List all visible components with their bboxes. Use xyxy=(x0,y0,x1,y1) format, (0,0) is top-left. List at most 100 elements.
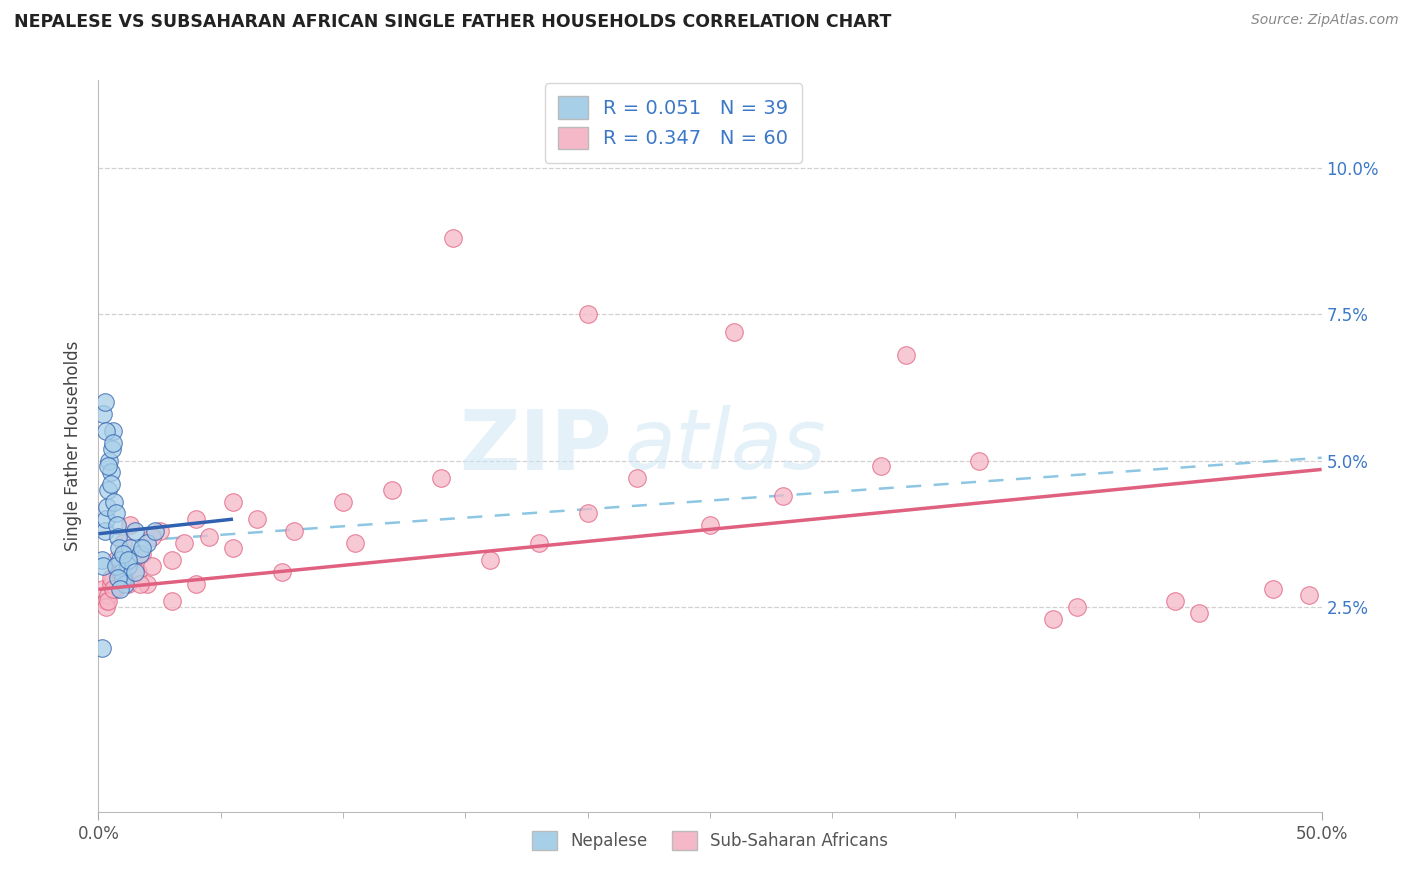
Point xyxy=(101,442,124,456)
Point xyxy=(478,553,501,567)
Point xyxy=(270,565,294,579)
Point xyxy=(1042,612,1064,626)
Point xyxy=(110,553,132,567)
Point xyxy=(94,594,117,608)
Point xyxy=(1261,582,1284,597)
Point xyxy=(222,494,245,508)
Point xyxy=(1164,594,1187,608)
Point xyxy=(197,530,219,544)
Point xyxy=(100,571,122,585)
Point xyxy=(332,494,354,508)
Text: NEPALESE VS SUBSAHARAN AFRICAN SINGLE FATHER HOUSEHOLDS CORRELATION CHART: NEPALESE VS SUBSAHARAN AFRICAN SINGLE FA… xyxy=(14,13,891,31)
Point xyxy=(97,588,120,602)
Point xyxy=(104,582,127,597)
Point xyxy=(117,576,139,591)
Point xyxy=(136,576,159,591)
Point xyxy=(110,565,132,579)
Point xyxy=(441,231,464,245)
Point xyxy=(430,471,453,485)
Point xyxy=(91,640,114,655)
Point xyxy=(186,576,208,591)
Point xyxy=(222,541,245,556)
Point xyxy=(110,582,132,597)
Point xyxy=(111,565,134,579)
Point xyxy=(101,425,124,439)
Point xyxy=(105,518,128,533)
Point xyxy=(626,471,648,485)
Point xyxy=(104,558,127,573)
Point xyxy=(186,512,208,526)
Point xyxy=(870,459,893,474)
Point xyxy=(120,541,142,556)
Point xyxy=(527,535,550,549)
Point xyxy=(1066,599,1088,614)
Point xyxy=(381,483,404,497)
Point xyxy=(93,395,115,409)
Point xyxy=(772,489,794,503)
Point xyxy=(108,541,131,556)
Point xyxy=(104,553,127,567)
Point xyxy=(129,547,152,561)
Point xyxy=(344,535,367,549)
Point xyxy=(96,500,118,515)
Point xyxy=(1188,606,1211,620)
Point xyxy=(91,407,114,421)
Point xyxy=(149,524,172,538)
Point xyxy=(576,307,599,321)
Point xyxy=(894,348,917,362)
Point xyxy=(107,565,129,579)
Point xyxy=(173,535,195,549)
Point xyxy=(111,558,134,573)
Point xyxy=(160,553,183,567)
Point xyxy=(107,530,129,544)
Point xyxy=(101,582,124,597)
Point xyxy=(107,571,129,585)
Legend: Nepalese, Sub-Saharan Africans: Nepalese, Sub-Saharan Africans xyxy=(523,822,897,858)
Point xyxy=(91,558,114,573)
Point xyxy=(723,325,745,339)
Y-axis label: Single Father Households: Single Father Households xyxy=(65,341,83,551)
Point xyxy=(283,524,305,538)
Point xyxy=(111,547,134,561)
Point xyxy=(120,518,142,533)
Point xyxy=(97,594,120,608)
Point xyxy=(100,576,122,591)
Point xyxy=(91,582,114,597)
Point xyxy=(94,425,117,439)
Point xyxy=(967,453,990,467)
Point xyxy=(136,535,159,549)
Point xyxy=(121,553,143,567)
Point xyxy=(117,553,139,567)
Point xyxy=(124,565,146,579)
Point xyxy=(101,436,124,450)
Point xyxy=(111,571,134,585)
Point xyxy=(143,524,166,538)
Point xyxy=(131,547,153,561)
Point xyxy=(97,483,120,497)
Point xyxy=(114,576,136,591)
Point xyxy=(127,565,149,579)
Point xyxy=(114,571,136,585)
Point xyxy=(110,576,132,591)
Point xyxy=(94,512,117,526)
Text: Source: ZipAtlas.com: Source: ZipAtlas.com xyxy=(1251,13,1399,28)
Point xyxy=(576,506,599,520)
Point xyxy=(97,459,120,474)
Point xyxy=(129,576,152,591)
Text: ZIP: ZIP xyxy=(460,406,612,486)
Point xyxy=(103,494,125,508)
Point xyxy=(699,518,721,533)
Point xyxy=(94,599,117,614)
Point xyxy=(141,558,163,573)
Point xyxy=(100,466,122,480)
Point xyxy=(117,558,139,573)
Point xyxy=(100,477,122,491)
Point xyxy=(246,512,269,526)
Point xyxy=(98,453,121,467)
Point xyxy=(91,553,114,567)
Point xyxy=(1298,588,1320,602)
Point xyxy=(104,506,127,520)
Point xyxy=(93,524,115,538)
Point xyxy=(111,535,134,549)
Point xyxy=(131,541,153,556)
